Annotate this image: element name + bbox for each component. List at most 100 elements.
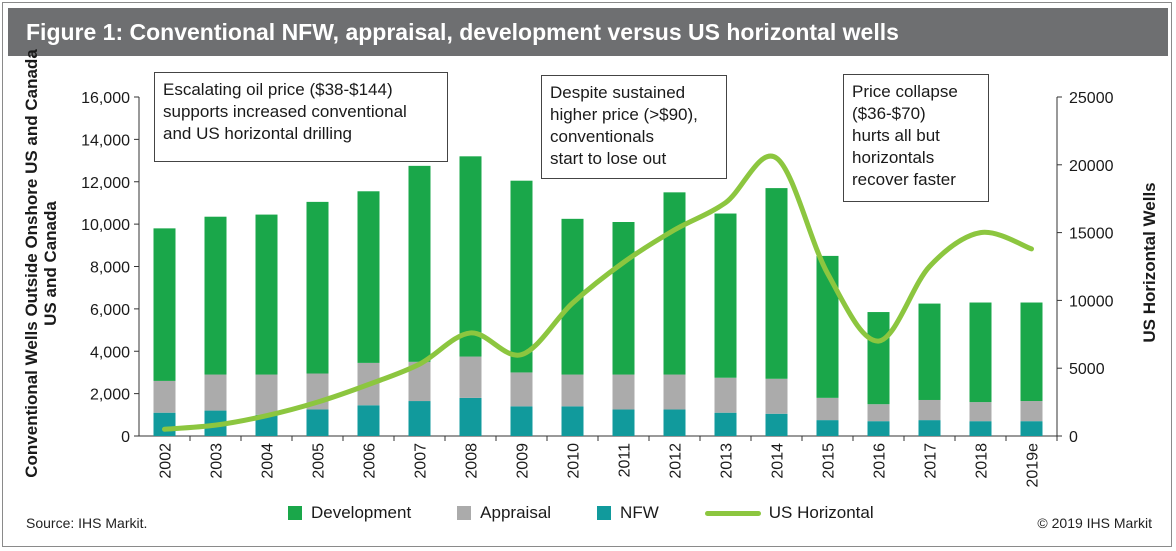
bar-development bbox=[510, 180, 533, 373]
x-tick-label: 2014 bbox=[770, 443, 787, 479]
y2-tick-label: 5000 bbox=[1069, 361, 1105, 378]
bar-nfw bbox=[561, 406, 584, 436]
y2-tick-label: 15000 bbox=[1069, 226, 1114, 243]
legend-item-nfw: NFW bbox=[597, 503, 659, 523]
y2-tick-label: 10000 bbox=[1069, 293, 1114, 310]
y-tick-label: 14,000 bbox=[81, 132, 130, 149]
bar-nfw bbox=[459, 397, 482, 436]
legend-swatch-appraisal bbox=[457, 506, 472, 520]
bar-development bbox=[204, 216, 227, 375]
bar-nfw bbox=[969, 421, 992, 436]
bar-appraisal bbox=[867, 404, 890, 422]
y-tick-label: 10,000 bbox=[81, 217, 130, 234]
bar-development bbox=[918, 303, 941, 400]
legend-swatch-development bbox=[288, 506, 302, 520]
legend-swatch-nfw bbox=[597, 506, 612, 520]
annotation-price-collapse: Price collapse ($36-$70) hurts all but h… bbox=[843, 74, 989, 202]
y-tick-label: 12,000 bbox=[81, 175, 130, 192]
x-tick-label: 2002 bbox=[158, 443, 175, 479]
bar-appraisal bbox=[816, 397, 839, 421]
y2-tick-label: 25000 bbox=[1069, 90, 1114, 107]
x-tick-label: 2006 bbox=[362, 443, 379, 479]
bar-appraisal bbox=[765, 378, 788, 414]
bar-appraisal bbox=[204, 374, 227, 411]
figure-title: Figure 1: Conventional NFW, appraisal, d… bbox=[26, 18, 899, 45]
bar-development bbox=[408, 165, 431, 362]
bar-nfw bbox=[153, 412, 176, 436]
bar-appraisal bbox=[561, 374, 584, 407]
y2-axis-title: US Horizontal Wells bbox=[1140, 182, 1159, 342]
x-tick-label: 2008 bbox=[464, 443, 481, 479]
x-tick-label: 2003 bbox=[209, 443, 226, 479]
x-tick-label: 2013 bbox=[719, 443, 736, 479]
y-tick-label: 16,000 bbox=[81, 90, 130, 107]
bar-appraisal bbox=[510, 372, 533, 407]
bar-development bbox=[612, 222, 635, 375]
x-tick-label: 2019e bbox=[1025, 443, 1042, 488]
bar-nfw bbox=[612, 409, 635, 436]
x-tick-label: 2007 bbox=[413, 443, 430, 479]
legend-item-us-horizontal: US Horizontal bbox=[704, 503, 874, 523]
bar-development bbox=[816, 255, 839, 398]
bar-nfw bbox=[408, 401, 431, 436]
chart-legend: Development Appraisal NFW US Horizontal bbox=[288, 502, 920, 524]
bar-development bbox=[561, 218, 584, 375]
series-line-us-horizontal bbox=[162, 153, 1034, 432]
x-tick-label: 2010 bbox=[566, 443, 583, 479]
bar-development bbox=[153, 228, 176, 381]
bar-appraisal bbox=[663, 374, 686, 410]
x-tick-label: 2009 bbox=[515, 443, 532, 479]
bar-nfw bbox=[714, 412, 737, 436]
legend-label-nfw: NFW bbox=[620, 503, 659, 522]
bar-development bbox=[459, 156, 482, 357]
bar-nfw bbox=[816, 420, 839, 436]
x-tick-label: 2011 bbox=[617, 443, 634, 478]
x-tick-label: 2016 bbox=[872, 443, 889, 479]
bar-nfw bbox=[1020, 421, 1043, 436]
y-tick-label: 6,000 bbox=[90, 302, 130, 319]
bar-development bbox=[663, 192, 686, 375]
y2-tick-label: 0 bbox=[1069, 429, 1078, 446]
x-tick-label: 2012 bbox=[668, 443, 685, 479]
x-tick-label: 2004 bbox=[260, 443, 277, 479]
legend-item-development: Development bbox=[288, 503, 411, 523]
bar-development bbox=[867, 312, 890, 405]
legend-label-development: Development bbox=[311, 503, 412, 522]
y-tick-label: 2,000 bbox=[90, 387, 130, 404]
y-tick-label: 4,000 bbox=[90, 344, 130, 361]
x-tick-label: 2005 bbox=[311, 443, 328, 479]
bar-nfw bbox=[765, 413, 788, 436]
legend-swatch-us-horizontal bbox=[704, 510, 761, 516]
legend-label-us-horizontal: US Horizontal bbox=[768, 503, 874, 522]
bar-nfw bbox=[357, 405, 380, 436]
x-tick-label: 2018 bbox=[974, 443, 991, 479]
annotation-sustained-price: Despite sustained higher price (>$90), c… bbox=[541, 75, 727, 179]
copyright-note: © 2019 IHS Markit bbox=[1037, 515, 1152, 531]
bar-development bbox=[306, 201, 329, 374]
bar-appraisal bbox=[459, 356, 482, 398]
source-note: Source: IHS Markit. bbox=[26, 515, 148, 531]
bar-nfw bbox=[510, 406, 533, 436]
bar-appraisal bbox=[969, 402, 992, 422]
bar-nfw bbox=[663, 409, 686, 436]
bar-appraisal bbox=[612, 374, 635, 410]
bar-development bbox=[357, 191, 380, 363]
y-tick-label: 0 bbox=[121, 429, 130, 446]
figure-title-bar: Figure 1: Conventional NFW, appraisal, d… bbox=[8, 8, 1168, 56]
legend-item-appraisal: Appraisal bbox=[457, 503, 551, 523]
bar-nfw bbox=[867, 421, 890, 436]
y2-tick-label: 20000 bbox=[1069, 158, 1114, 175]
x-tick-label: 2017 bbox=[923, 443, 940, 479]
bar-appraisal bbox=[255, 374, 278, 415]
bar-nfw bbox=[306, 409, 329, 436]
legend-label-appraisal: Appraisal bbox=[480, 503, 552, 522]
bar-development bbox=[1020, 302, 1043, 402]
bar-development bbox=[765, 188, 788, 379]
bar-development bbox=[969, 302, 992, 403]
bar-appraisal bbox=[1020, 401, 1043, 422]
y-axis-title-line2: US and Canada bbox=[41, 201, 60, 326]
y-tick-label: 8,000 bbox=[90, 260, 130, 277]
bar-appraisal bbox=[408, 361, 431, 402]
bar-development bbox=[255, 214, 278, 375]
